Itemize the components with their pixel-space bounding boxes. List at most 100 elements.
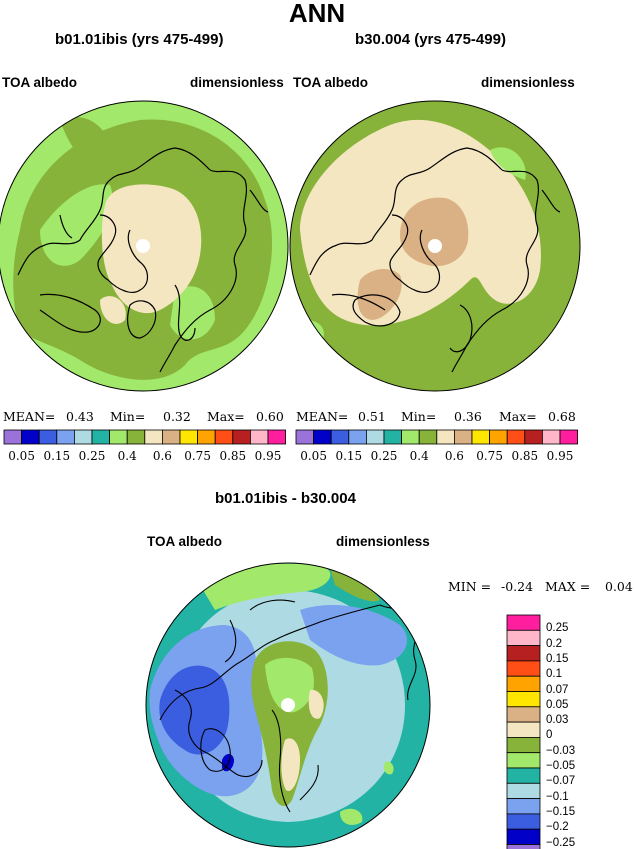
colorbar-swatch — [348, 429, 367, 445]
diff-colorbar-tick-label: −0.05 — [546, 760, 576, 772]
colorbar-swatch — [38, 429, 58, 445]
colorbar-swatch — [109, 429, 128, 445]
colorbar-tick-label: 0.4 — [409, 449, 429, 463]
diff-colorbar-swatch — [506, 767, 541, 784]
colorbar-swatch — [126, 429, 146, 445]
diff-min-label: MIN = — [448, 579, 492, 594]
diff-colorbar-tick-label: −0.15 — [546, 805, 576, 818]
colorbar-swatch — [365, 429, 385, 445]
panel-1-units-label: dimensionless — [190, 75, 284, 90]
diff-colorbar-tick-label: 0.2 — [546, 637, 562, 650]
map-2 — [289, 100, 581, 392]
colorbar-swatch — [214, 429, 234, 445]
colorbar-tick-label: 0.95 — [254, 449, 282, 463]
diff-colorbar-swatch — [506, 691, 541, 708]
diff-colorbar-tick-label: 0.07 — [546, 683, 569, 696]
colorbar-swatch — [3, 429, 23, 445]
colorbar-swatch — [330, 429, 350, 445]
diff-max-value: 0.04 — [605, 579, 633, 594]
panel-2-variable-label: TOA albedo — [293, 75, 369, 90]
colorbar-tick-label: 0.95 — [546, 449, 574, 463]
colorbar-swatch — [232, 429, 251, 445]
panel-2-mean-value: 0.51 — [358, 409, 386, 424]
diff-colorbar-tick-label: 0 — [546, 729, 553, 742]
diff-colorbar-tick-label: −0.25 — [546, 836, 576, 849]
colorbar-tick-label: 0.25 — [370, 449, 398, 463]
diff-colorbar-swatch — [506, 828, 541, 845]
panel-2-mean-label: MEAN= — [296, 409, 349, 424]
diff-colorbar-swatch — [506, 706, 541, 723]
diff-colorbar-tick-label: −0.07 — [546, 775, 576, 788]
colorbar-swatch — [436, 429, 455, 445]
diff-colorbar-swatch — [506, 629, 541, 646]
diff-colorbar-swatch — [506, 660, 541, 677]
diff-colorbar-tick-label: −0.2 — [546, 821, 569, 834]
panel-2-colorbar — [295, 429, 579, 445]
diff-colorbar — [506, 614, 541, 849]
diff-colorbar-swatch — [506, 721, 541, 738]
colorbar-swatch — [267, 429, 287, 445]
colorbar-swatch — [91, 429, 111, 445]
panel-1-mean-label: MEAN= — [3, 409, 56, 424]
panel-2-max-label: Max= — [499, 409, 537, 424]
diff-units-label: dimensionless — [336, 534, 430, 549]
diff-colorbar-swatch — [506, 675, 541, 692]
panel-2-title: b30.004 (yrs 475-499) — [355, 31, 506, 48]
map-1 — [0, 100, 289, 392]
diff-colorbar-swatch — [506, 752, 541, 769]
diff-colorbar-tick-label: 0.1 — [546, 668, 562, 681]
colorbar-tick-label: 0.85 — [219, 449, 247, 463]
map-diff — [145, 562, 431, 848]
colorbar-swatch — [295, 429, 315, 445]
colorbar-swatch — [161, 429, 181, 445]
colorbar-swatch — [559, 429, 579, 445]
colorbar-swatch — [179, 429, 199, 445]
colorbar-swatch — [383, 429, 403, 445]
panel-1-min-value: 0.32 — [163, 409, 191, 424]
colorbar-tick-label: 0.6 — [444, 449, 464, 463]
colorbar-swatch — [506, 429, 526, 445]
colorbar-swatch — [313, 429, 332, 445]
colorbar-tick-label: 0.75 — [184, 449, 211, 463]
panel-1-max-label: Max= — [207, 409, 245, 424]
colorbar-swatch — [471, 429, 491, 445]
panel-1-min-label: Min= — [110, 409, 146, 424]
colorbar-tick-label: 0.4 — [117, 449, 137, 463]
panel-2-min-value: 0.36 — [454, 409, 482, 424]
diff-colorbar-tick-label: 0.25 — [546, 622, 569, 635]
colorbar-tick-label: 0.85 — [511, 449, 539, 463]
diff-max-label: MAX = — [545, 579, 591, 594]
panel-2-max-value: 0.68 — [548, 409, 576, 424]
colorbar-tick-label: 0.6 — [152, 449, 172, 463]
diff-colorbar-tick-label: 0.03 — [546, 714, 569, 727]
panel-2-units-label: dimensionless — [481, 75, 575, 90]
diff-colorbar-swatch — [506, 737, 541, 754]
colorbar-tick-label: 0.25 — [78, 449, 106, 463]
colorbar-tick-label: 0.15 — [335, 449, 363, 463]
diff-colorbar-tick-label: 0.15 — [546, 652, 569, 665]
colorbar-tick-label: 0.75 — [476, 449, 503, 463]
colorbar-swatch — [401, 429, 420, 445]
diff-min-value: -0.24 — [501, 579, 534, 594]
colorbar-swatch — [144, 429, 163, 445]
colorbar-swatch — [542, 429, 561, 445]
panel-1-title: b01.01ibis (yrs 475-499) — [55, 31, 224, 48]
colorbar-swatch — [489, 429, 508, 445]
diff-colorbar-swatch — [506, 645, 541, 662]
diff-title: b01.01ibis - b30.004 — [215, 490, 356, 507]
colorbar-swatch — [21, 429, 40, 445]
panel-1-colorbar — [3, 429, 287, 445]
colorbar-swatch — [56, 429, 75, 445]
diff-colorbar-swatch — [506, 614, 541, 631]
colorbar-tick-label: 0.05 — [300, 449, 327, 463]
diff-colorbar-swatch — [506, 798, 541, 815]
panel-1-variable-label: TOA albedo — [2, 75, 78, 90]
diff-colorbar-swatch — [506, 813, 541, 830]
panel-2-min-label: Min= — [401, 409, 437, 424]
colorbar-tick-label: 0.05 — [8, 449, 35, 463]
diff-colorbar-tick-label: −0.1 — [546, 790, 569, 803]
colorbar-swatch — [453, 429, 473, 445]
panel-1-max-value: 0.60 — [256, 409, 284, 424]
diff-colorbar-tick-label: 0.05 — [546, 698, 569, 711]
